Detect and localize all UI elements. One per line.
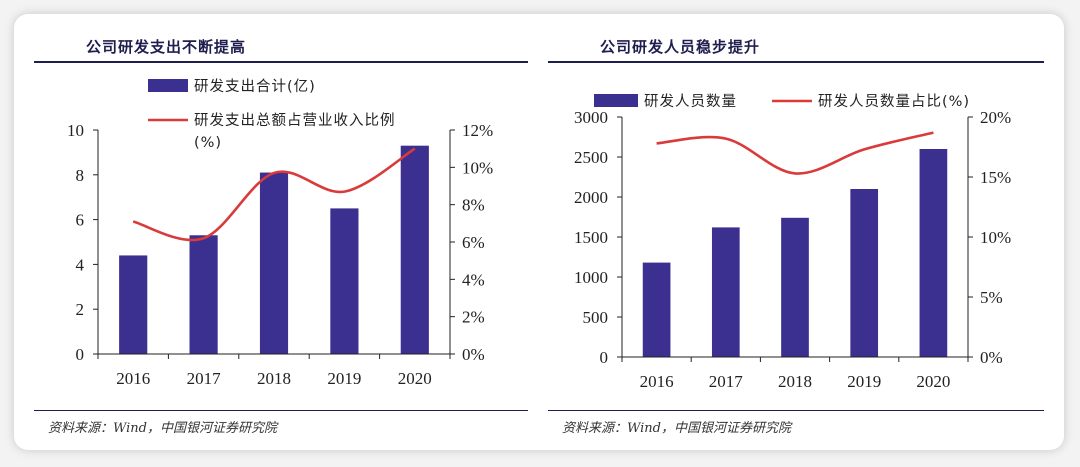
legend-label: 研发支出总额占营业收入比例 bbox=[194, 112, 396, 129]
y-tick-label: 3000 bbox=[574, 108, 608, 127]
x-tick-label: 2016 bbox=[640, 372, 674, 391]
x-tick-label: 2017 bbox=[709, 372, 744, 391]
x-tick-label: 2018 bbox=[778, 372, 812, 391]
bar bbox=[642, 262, 671, 357]
bar bbox=[400, 145, 429, 354]
y2-tick-label: 0% bbox=[980, 348, 1003, 367]
legend-label: 研发支出合计(亿) bbox=[194, 78, 316, 95]
rd-staff-chart: 0 500 1000 1500 2000 2500 3000 0% 5% 10% 15% 20% 201… bbox=[574, 93, 1011, 391]
x-tick-label: 2018 bbox=[257, 369, 291, 388]
y-tick-label: 0 bbox=[600, 348, 609, 367]
x-tick-label: 2020 bbox=[916, 372, 950, 391]
x-tick-label: 2020 bbox=[398, 369, 432, 388]
y-tick-label: 1500 bbox=[574, 228, 608, 247]
y-tick-label: 500 bbox=[583, 308, 609, 327]
y-tick-label: 1000 bbox=[574, 268, 608, 287]
y2-tick-label: 5% bbox=[980, 288, 1003, 307]
bar bbox=[330, 208, 359, 354]
title-divider bbox=[34, 61, 528, 63]
chart-panel-rd-spending: 公司研发支出不断提高 0 2 4 6 8 10 0% 2% 4% 6% 8% 10% 12% 2016 20… bbox=[30, 14, 532, 450]
legend-label: 研发人员数量占比(%) bbox=[818, 93, 970, 110]
bar bbox=[781, 217, 809, 357]
y-tick-label: 10 bbox=[67, 121, 84, 140]
x-tick-label: 2019 bbox=[847, 372, 881, 391]
bar bbox=[189, 235, 218, 354]
bar bbox=[850, 189, 879, 357]
y2-tick-label: 20% bbox=[980, 108, 1011, 127]
y-tick-label: 2 bbox=[76, 300, 85, 319]
y-tick-label: 8 bbox=[76, 166, 85, 185]
chart-title: 公司研发人员稳步提升 bbox=[600, 38, 761, 56]
title-divider bbox=[548, 61, 1044, 63]
source-divider bbox=[34, 410, 528, 412]
legend-label: 研发人员数量 bbox=[644, 93, 737, 110]
bar bbox=[259, 172, 289, 354]
bar bbox=[919, 149, 948, 357]
bar bbox=[119, 255, 148, 354]
x-tick-label: 2019 bbox=[327, 369, 361, 388]
y2-tick-label: 6% bbox=[462, 233, 485, 252]
rd-spending-chart: 0 2 4 6 8 10 0% 2% 4% 6% 8% 10% 12% 2016 2017 2018 2019 2… bbox=[67, 78, 493, 388]
legend-swatch-bar bbox=[148, 79, 188, 92]
line-series bbox=[656, 131, 934, 175]
x-tick-label: 2016 bbox=[116, 369, 150, 388]
bar bbox=[711, 227, 740, 357]
y-tick-label: 6 bbox=[76, 211, 85, 230]
chart-panel-rd-staff: 公司研发人员稳步提升 0 500 1000 1500 2000 2500 3000 0% 5% 1… bbox=[544, 14, 1048, 450]
legend-label-suffix: (%) bbox=[194, 135, 222, 151]
source-note: 资料来源：Wind，中国银河证券研究院 bbox=[562, 421, 791, 436]
chart-title: 公司研发支出不断提高 bbox=[86, 38, 247, 56]
source-note: 资料来源：Wind，中国银河证券研究院 bbox=[48, 421, 277, 436]
y-tick-label: 0 bbox=[76, 345, 85, 364]
y2-tick-label: 4% bbox=[462, 270, 485, 289]
y2-tick-label: 15% bbox=[980, 168, 1011, 187]
y2-tick-label: 2% bbox=[462, 308, 485, 327]
y-tick-label: 2000 bbox=[574, 188, 608, 207]
x-tick-label: 2017 bbox=[187, 369, 222, 388]
y2-tick-label: 10% bbox=[980, 228, 1011, 247]
legend-swatch-bar bbox=[594, 94, 638, 107]
source-divider bbox=[548, 410, 1044, 412]
y2-tick-label: 12% bbox=[462, 121, 493, 140]
y2-tick-label: 10% bbox=[462, 158, 493, 177]
y-tick-label: 4 bbox=[76, 255, 85, 274]
figure-frame: 公司研发支出不断提高 0 2 4 6 8 10 0% 2% 4% 6% 8% 10% 12% 2016 20… bbox=[14, 14, 1064, 450]
y2-tick-label: 8% bbox=[462, 196, 485, 215]
y2-tick-label: 0% bbox=[462, 345, 485, 364]
y-tick-label: 2500 bbox=[574, 148, 608, 167]
